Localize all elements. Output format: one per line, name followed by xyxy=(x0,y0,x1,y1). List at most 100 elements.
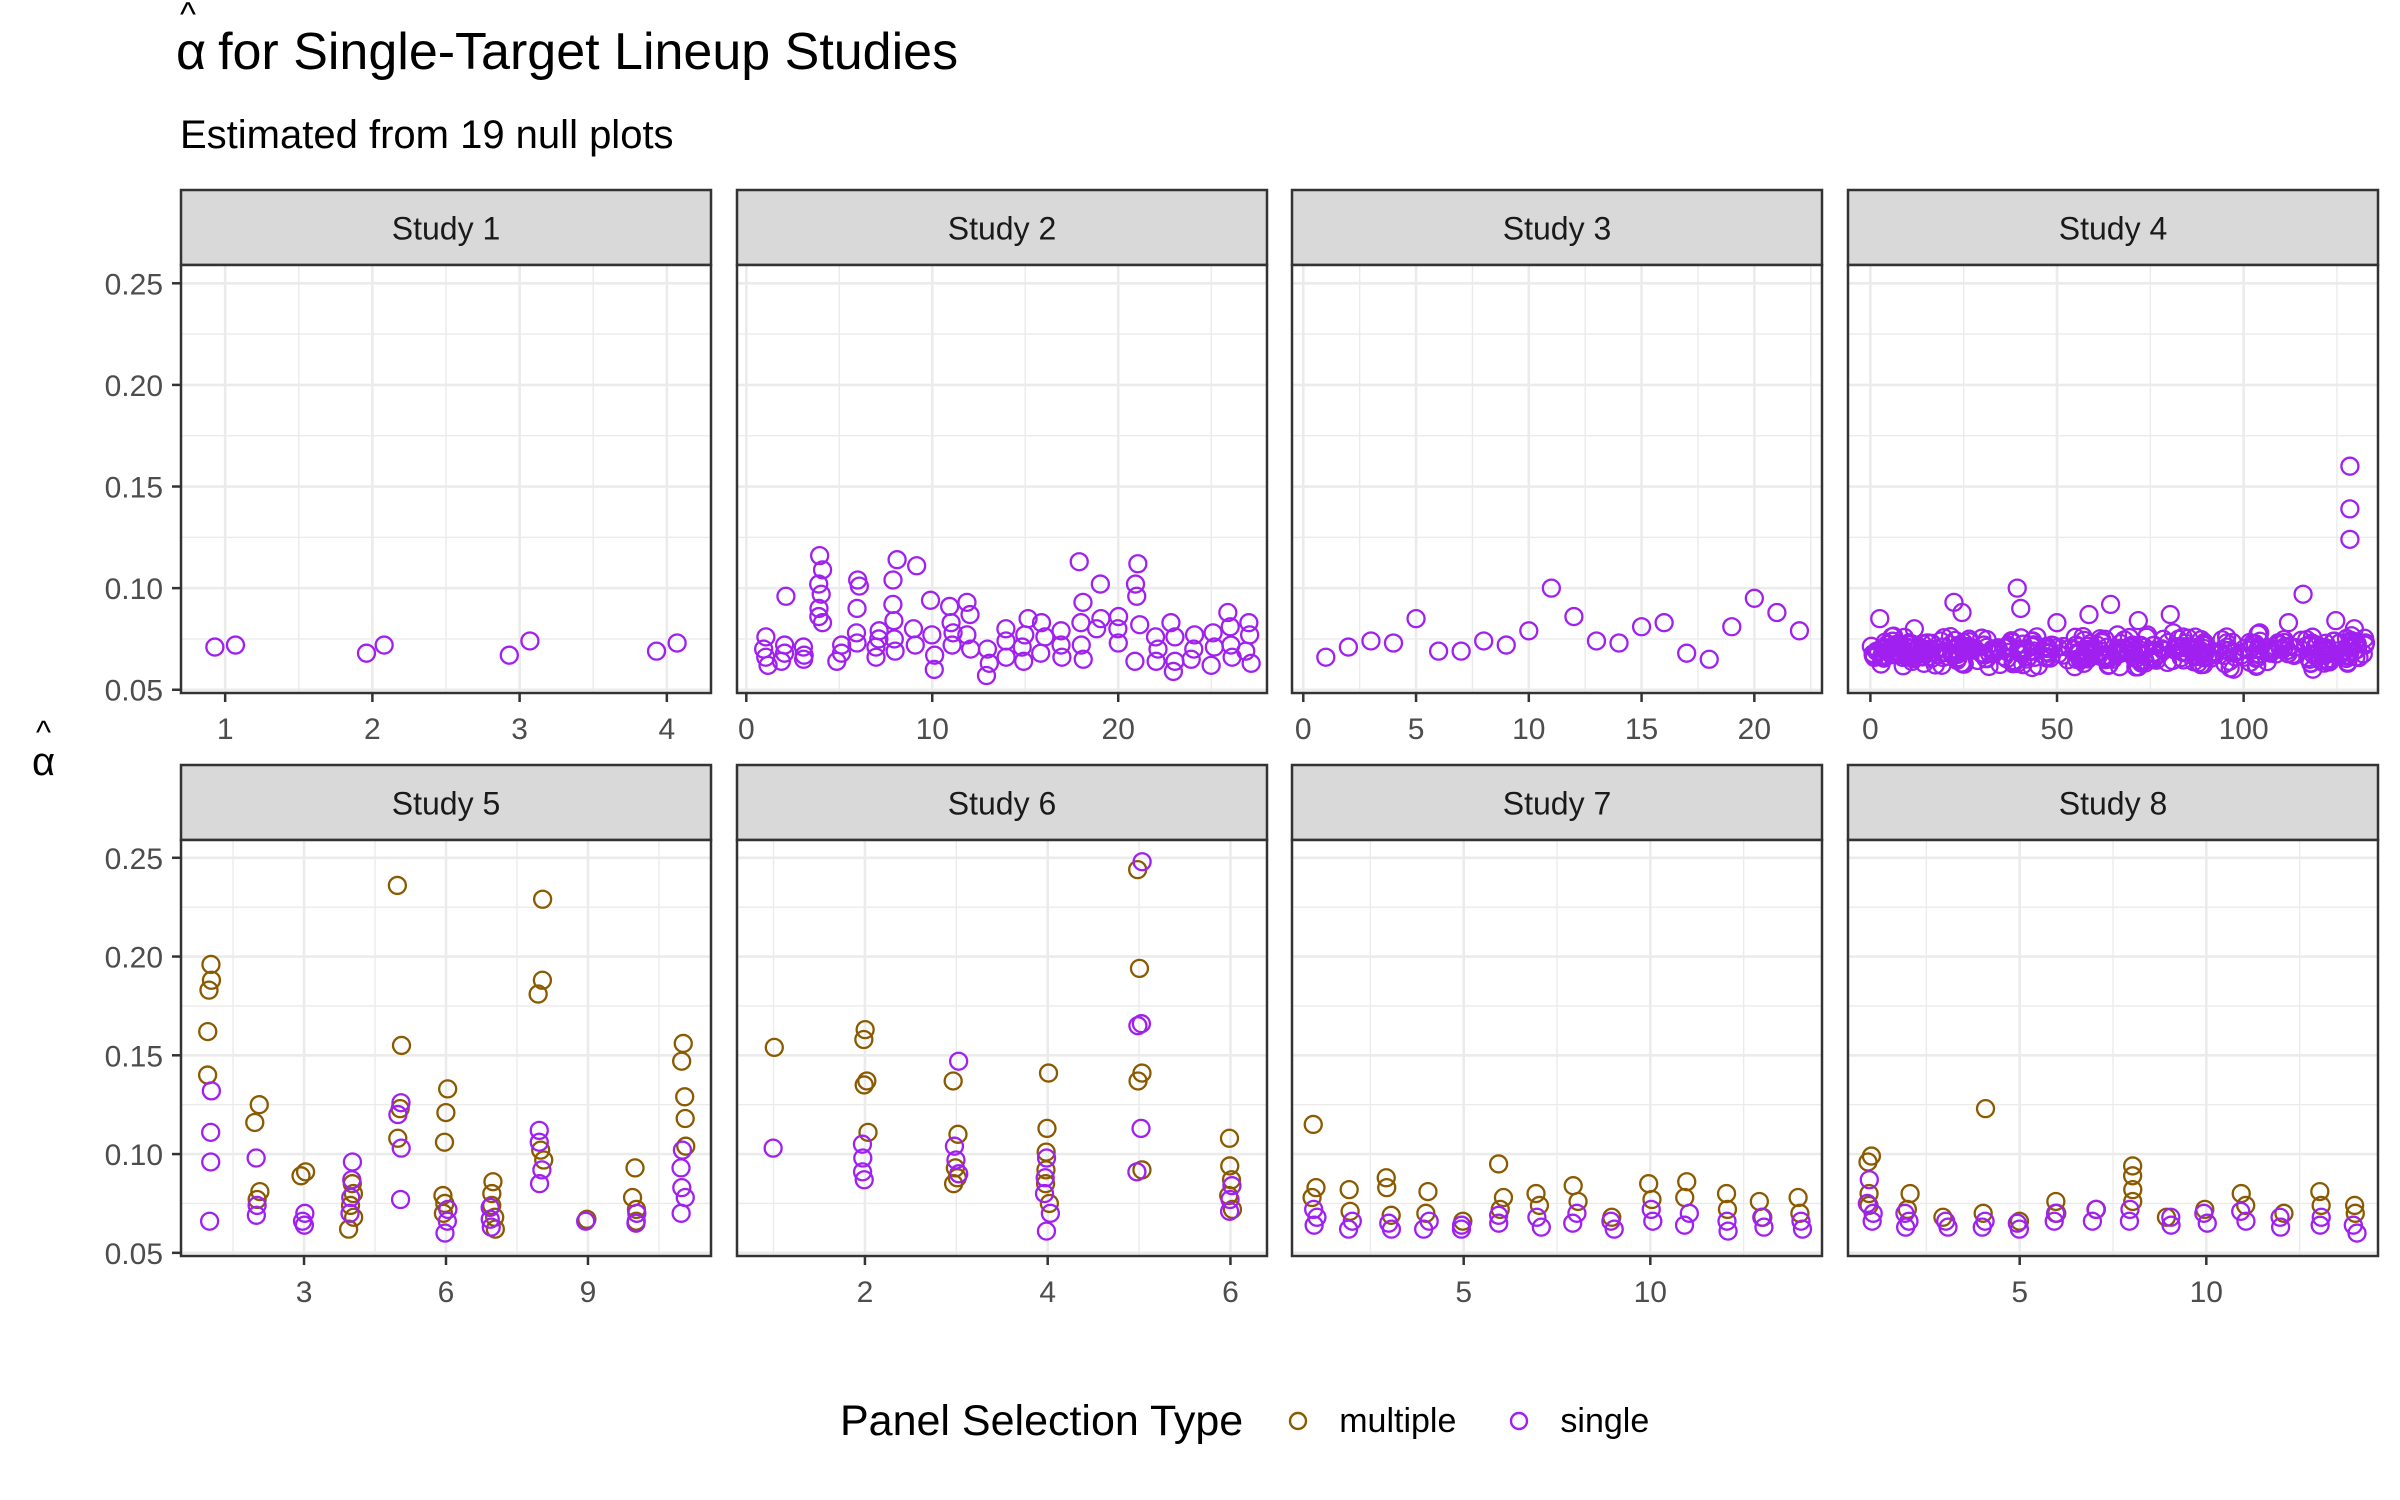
data-point-single xyxy=(979,653,999,673)
y-axis-label: ^ α xyxy=(32,714,56,784)
data-point-single xyxy=(2024,641,2044,661)
data-point-single xyxy=(2044,1211,2064,1231)
data-point-single xyxy=(2263,641,2283,661)
data-point-multiple xyxy=(2274,1203,2294,1223)
data-point-single xyxy=(2146,650,2167,670)
data-point-single xyxy=(671,1203,691,1223)
data-point-multiple xyxy=(2310,1181,2330,1202)
data-point-single xyxy=(499,645,519,665)
facet-panel-8: Study 8 5 10 xyxy=(1846,763,2380,1309)
data-point-multiple xyxy=(1488,1154,1509,1174)
x-tick-label: 5 xyxy=(1455,1276,1472,1309)
data-point-single xyxy=(1181,649,1201,669)
chart-subtitle: Estimated from 19 null plots xyxy=(180,113,674,157)
data-point-single xyxy=(887,550,907,570)
data-point-single xyxy=(2197,647,2218,667)
legend: Panel Selection Type multiple single xyxy=(840,1396,1701,1446)
data-point-single xyxy=(480,1197,500,1218)
data-point-single xyxy=(810,545,830,566)
data-point-single xyxy=(2307,635,2327,655)
data-point-single xyxy=(2004,653,2024,673)
data-point-single xyxy=(1036,1148,1057,1168)
data-point-single xyxy=(2293,584,2313,604)
data-point-multiple xyxy=(1036,1160,1056,1180)
data-point-single xyxy=(1718,1221,1738,1241)
data-point-single xyxy=(1414,1219,1434,1239)
data-point-single xyxy=(2310,1215,2330,1235)
facet-strip-label: Study 1 xyxy=(392,211,501,247)
facet-strip-label: Study 2 xyxy=(948,211,1057,247)
data-point-single xyxy=(1767,602,1787,623)
data-point-multiple xyxy=(201,954,221,975)
data-point-single xyxy=(391,1138,411,1158)
x-tick-label: 1 xyxy=(217,713,234,746)
panel-border xyxy=(1290,838,1824,1258)
data-point-single xyxy=(2311,1207,2331,1227)
data-point-single xyxy=(627,1203,647,1223)
data-point-single xyxy=(976,665,997,686)
data-point-multiple xyxy=(676,1136,696,1156)
data-point-single xyxy=(847,598,867,619)
data-point-single xyxy=(957,592,977,613)
data-point-single xyxy=(2273,639,2293,659)
data-point-single xyxy=(1519,621,1539,641)
data-point-single xyxy=(2234,647,2255,667)
facet-strip-label: Study 5 xyxy=(392,786,501,822)
data-point-single xyxy=(532,1160,552,1180)
data-point-single xyxy=(1040,1203,1061,1223)
data-point-single xyxy=(827,651,847,671)
data-point-single xyxy=(866,637,886,657)
data-point-single xyxy=(1131,1118,1151,1139)
panel-background xyxy=(737,840,1267,1256)
data-point-single xyxy=(905,635,925,655)
legend-key-multiple-icon xyxy=(1289,1411,1308,1431)
data-point-multiple xyxy=(2123,1191,2143,1212)
x-tick-label: 4 xyxy=(1039,1276,1056,1309)
data-point-single xyxy=(1073,592,1093,613)
data-point-single xyxy=(1052,647,1072,667)
data-point-single xyxy=(1474,631,1494,651)
x-tick-label: 100 xyxy=(2219,713,2269,746)
data-point-single xyxy=(846,623,867,643)
data-point-multiple xyxy=(1128,1071,1148,1091)
data-point-single xyxy=(1679,1203,1699,1223)
data-point-single xyxy=(1984,643,2005,663)
data-point-single xyxy=(529,1120,549,1141)
data-point-multiple xyxy=(943,1174,964,1194)
panel-border xyxy=(179,263,713,695)
data-point-single xyxy=(576,1211,596,1231)
data-point-multiple xyxy=(858,1122,878,1142)
data-point-single xyxy=(2160,604,2180,625)
data-point-single xyxy=(1531,1217,1551,1237)
data-point-single xyxy=(1218,602,1238,623)
x-tick-label: 5 xyxy=(2011,1276,2028,1309)
y-tick-label: 0.20 xyxy=(105,942,163,975)
data-point-single xyxy=(1304,1215,1324,1235)
x-tick-label: 50 xyxy=(2040,713,2073,746)
data-point-multiple xyxy=(675,1108,695,1129)
facet-panel-6: Study 6 2 4 6 xyxy=(735,763,1269,1309)
data-point-single xyxy=(2236,1211,2256,1231)
data-point-single xyxy=(1203,623,1223,643)
data-point-multiple xyxy=(948,1124,968,1144)
data-point-single xyxy=(2136,627,2157,647)
data-point-single xyxy=(793,649,814,669)
x-tick-label: 2 xyxy=(364,713,381,746)
data-point-single xyxy=(437,1211,458,1231)
data-point-multiple xyxy=(1529,1195,1550,1216)
legend-item-single: single xyxy=(1508,1402,1649,1441)
data-point-single xyxy=(811,584,831,604)
data-point-multiple xyxy=(2311,1195,2331,1216)
data-point-single xyxy=(1035,1168,1055,1188)
data-point-single xyxy=(1870,608,1890,629)
data-point-single xyxy=(2163,623,2184,643)
data-point-single xyxy=(812,613,833,633)
data-point-single xyxy=(1201,655,1221,676)
data-point-multiple xyxy=(343,1183,364,1204)
data-point-single xyxy=(356,643,377,663)
data-point-single xyxy=(480,1209,500,1229)
legend-title: Panel Selection Type xyxy=(840,1396,1244,1445)
data-point-single xyxy=(1145,627,1166,647)
data-point-multiple xyxy=(291,1166,311,1186)
data-point-single xyxy=(1428,641,1449,661)
